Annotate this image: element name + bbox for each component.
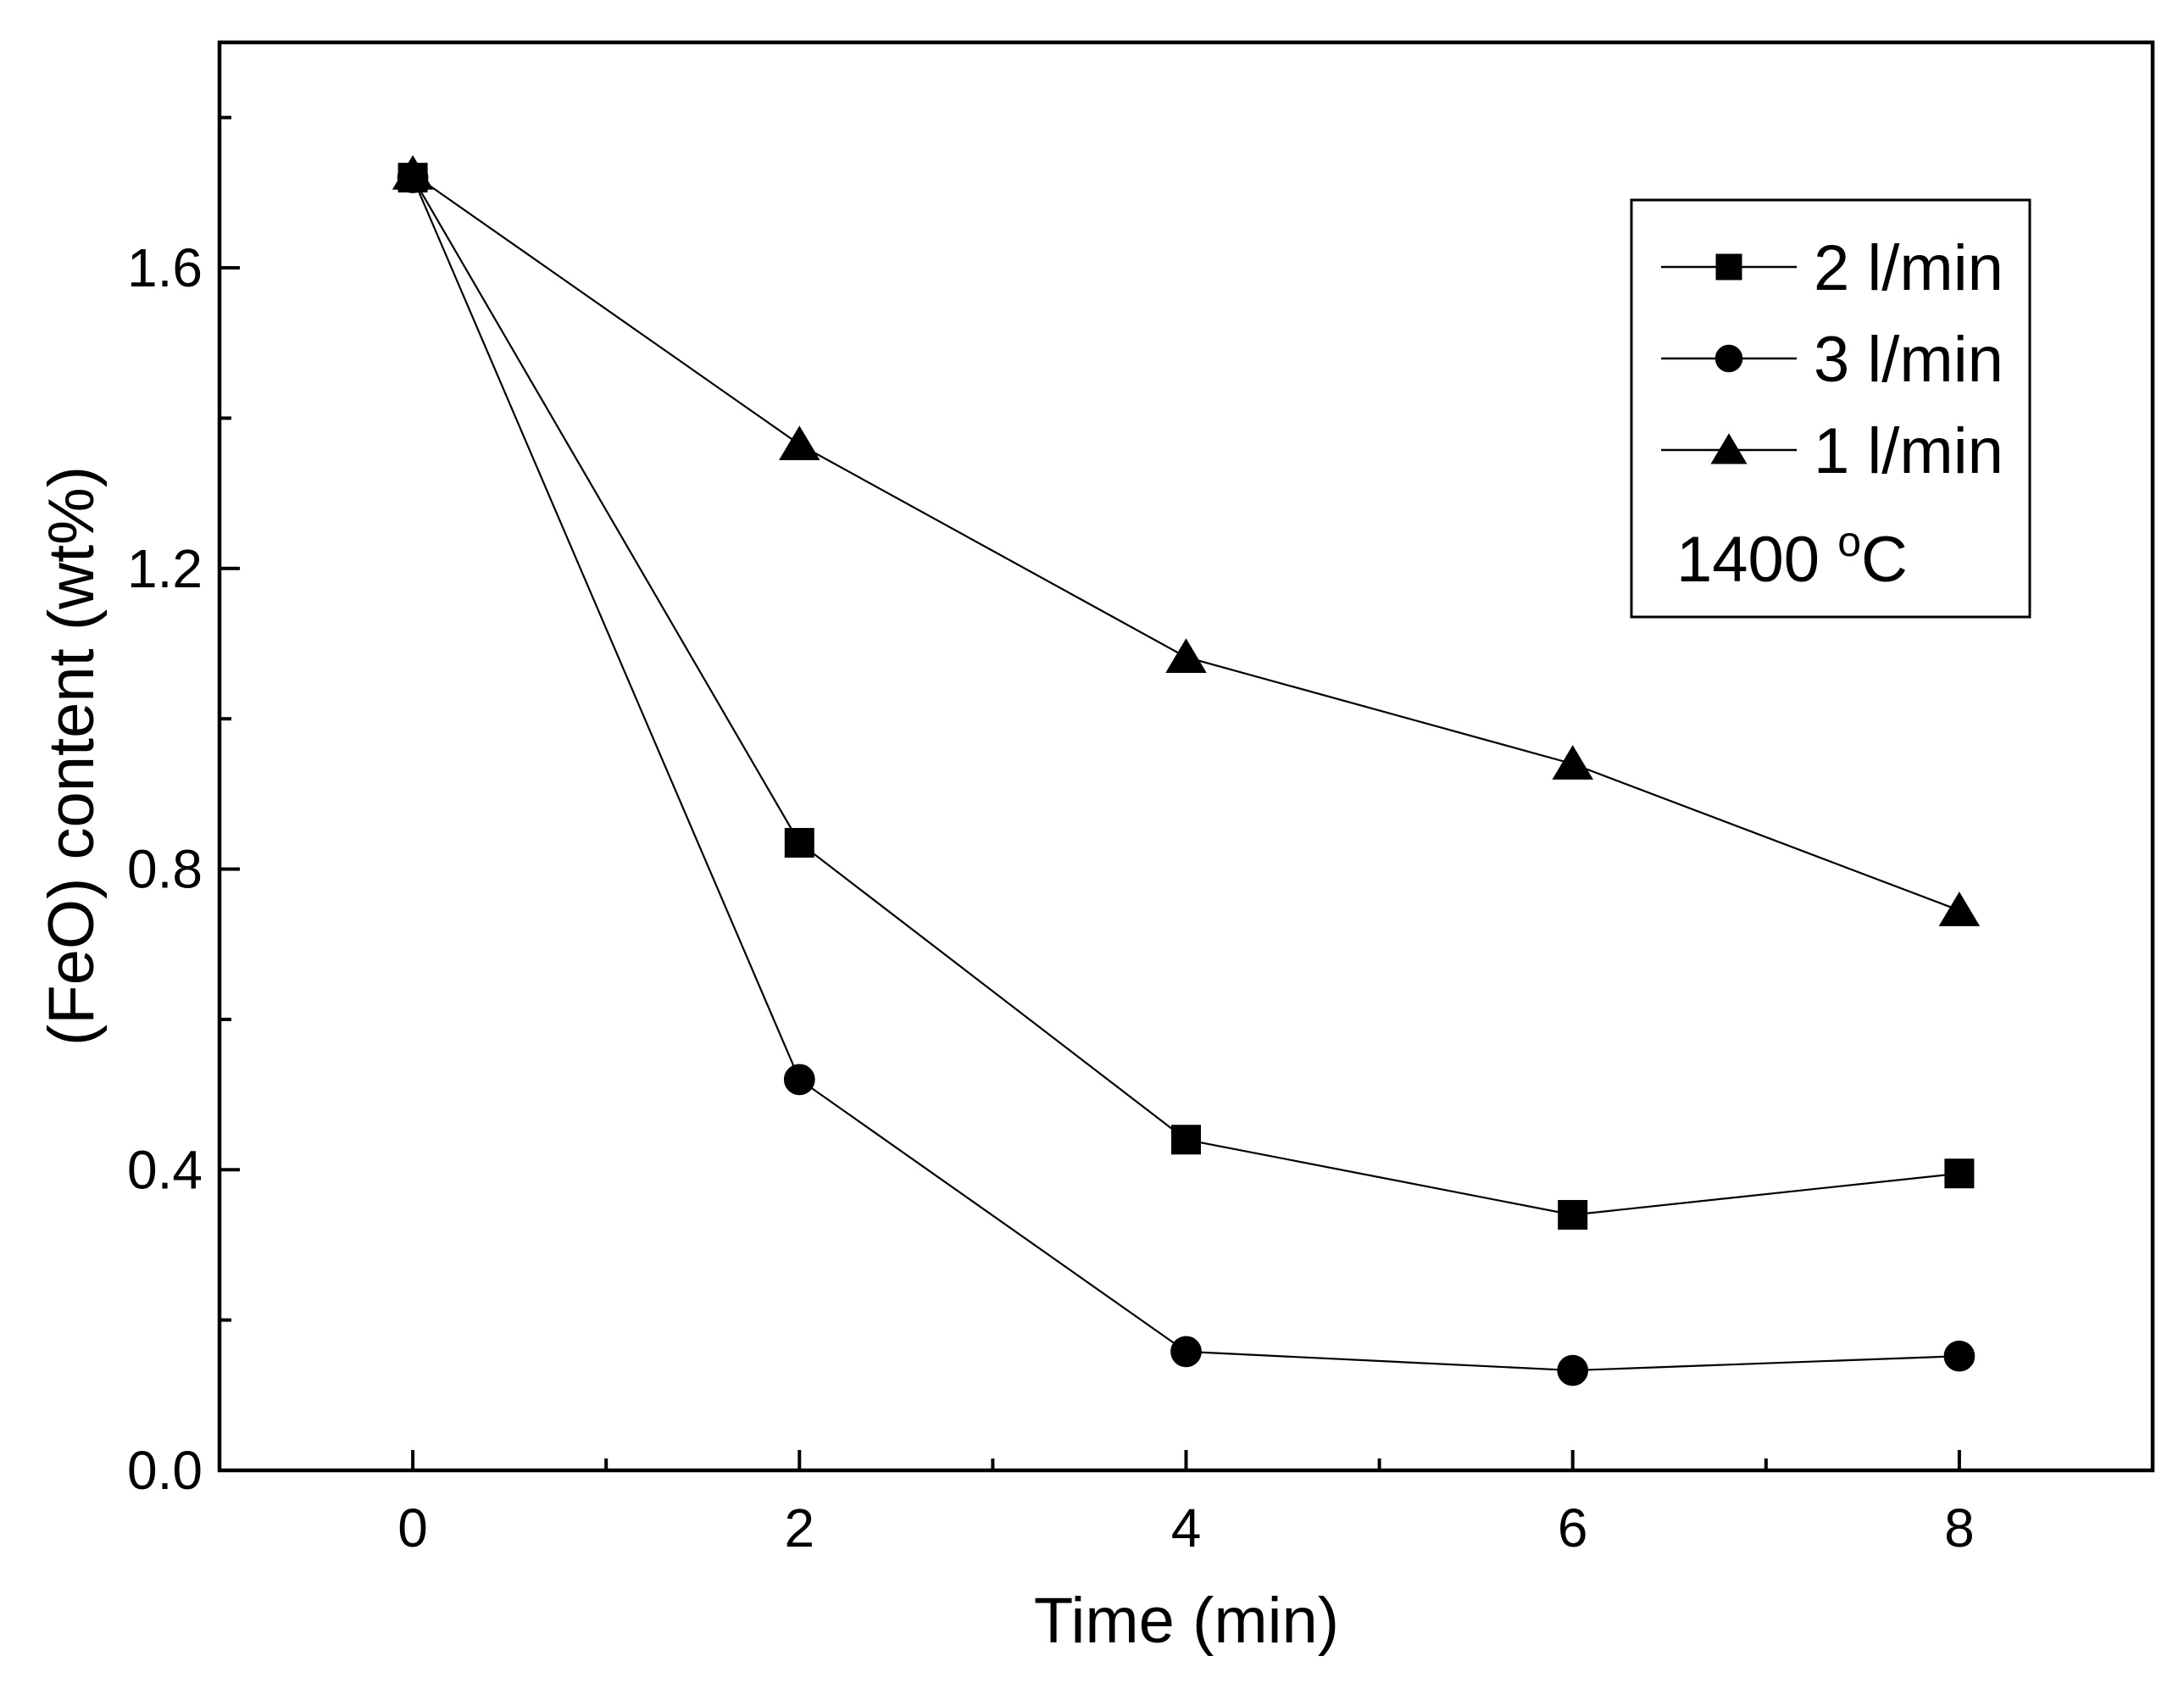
data-point-1-l-min — [1938, 892, 1981, 926]
data-point-3-l-min — [1170, 1336, 1202, 1368]
y-tick-label: 0.4 — [127, 1139, 203, 1200]
axis-ticks — [220, 115, 1961, 1472]
data-point-2-l-min — [784, 827, 814, 858]
data-point-3-l-min — [1557, 1354, 1589, 1386]
x-tick-label: 4 — [1171, 1497, 1202, 1558]
x-tick-label: 0 — [397, 1497, 428, 1558]
y-tick-label: 0.8 — [127, 839, 203, 900]
legend-marker-1-l-min — [1710, 433, 1748, 464]
y-tick-label: 0.0 — [127, 1440, 203, 1501]
data-point-3-l-min — [1943, 1340, 1976, 1372]
legend-label-3-l-min: 3 l/min — [1814, 324, 2003, 396]
data-point-2-l-min — [1171, 1125, 1201, 1155]
data-point-1-l-min — [392, 154, 434, 190]
data-point-1-l-min — [1552, 745, 1593, 780]
data-point-2-l-min — [1558, 1199, 1588, 1230]
y-tick-label: 1.2 — [127, 538, 203, 599]
x-tick-label: 6 — [1558, 1497, 1588, 1558]
data-point-2-l-min — [1944, 1158, 1975, 1189]
data-point-1-l-min — [779, 425, 820, 461]
x-axis-title: Time (min) — [1034, 1585, 1339, 1657]
legend-items: 2 l/min 3 l/min 1 l/min — [1661, 232, 2003, 487]
legend-marker-3-l-min — [1714, 344, 1743, 373]
legend-marker-2-l-min — [1715, 253, 1742, 281]
legend-label-2-l-min: 2 l/min — [1814, 232, 2003, 304]
series-markers — [392, 154, 1981, 1386]
legend-box — [1630, 198, 2031, 619]
x-tick-label: 8 — [1944, 1497, 1975, 1558]
y-tick-label: 1.6 — [127, 237, 203, 298]
x-tick-label: 2 — [785, 1497, 815, 1558]
legend-label-1-l-min: 1 l/min — [1814, 415, 2003, 487]
legend: 2 l/min 3 l/min 1 l/min 1400 oC — [1630, 198, 2031, 619]
axis-tick-labels: 0 2 4 6 8 0.0 0.4 0.8 1.2 1.6 — [127, 237, 1975, 1558]
data-point-1-l-min — [1165, 638, 1207, 673]
y-axis-title: (FeO) content (wt%) — [36, 466, 108, 1046]
temperature-annotation: 1400 oC — [1676, 518, 1908, 596]
data-point-3-l-min — [783, 1064, 815, 1096]
